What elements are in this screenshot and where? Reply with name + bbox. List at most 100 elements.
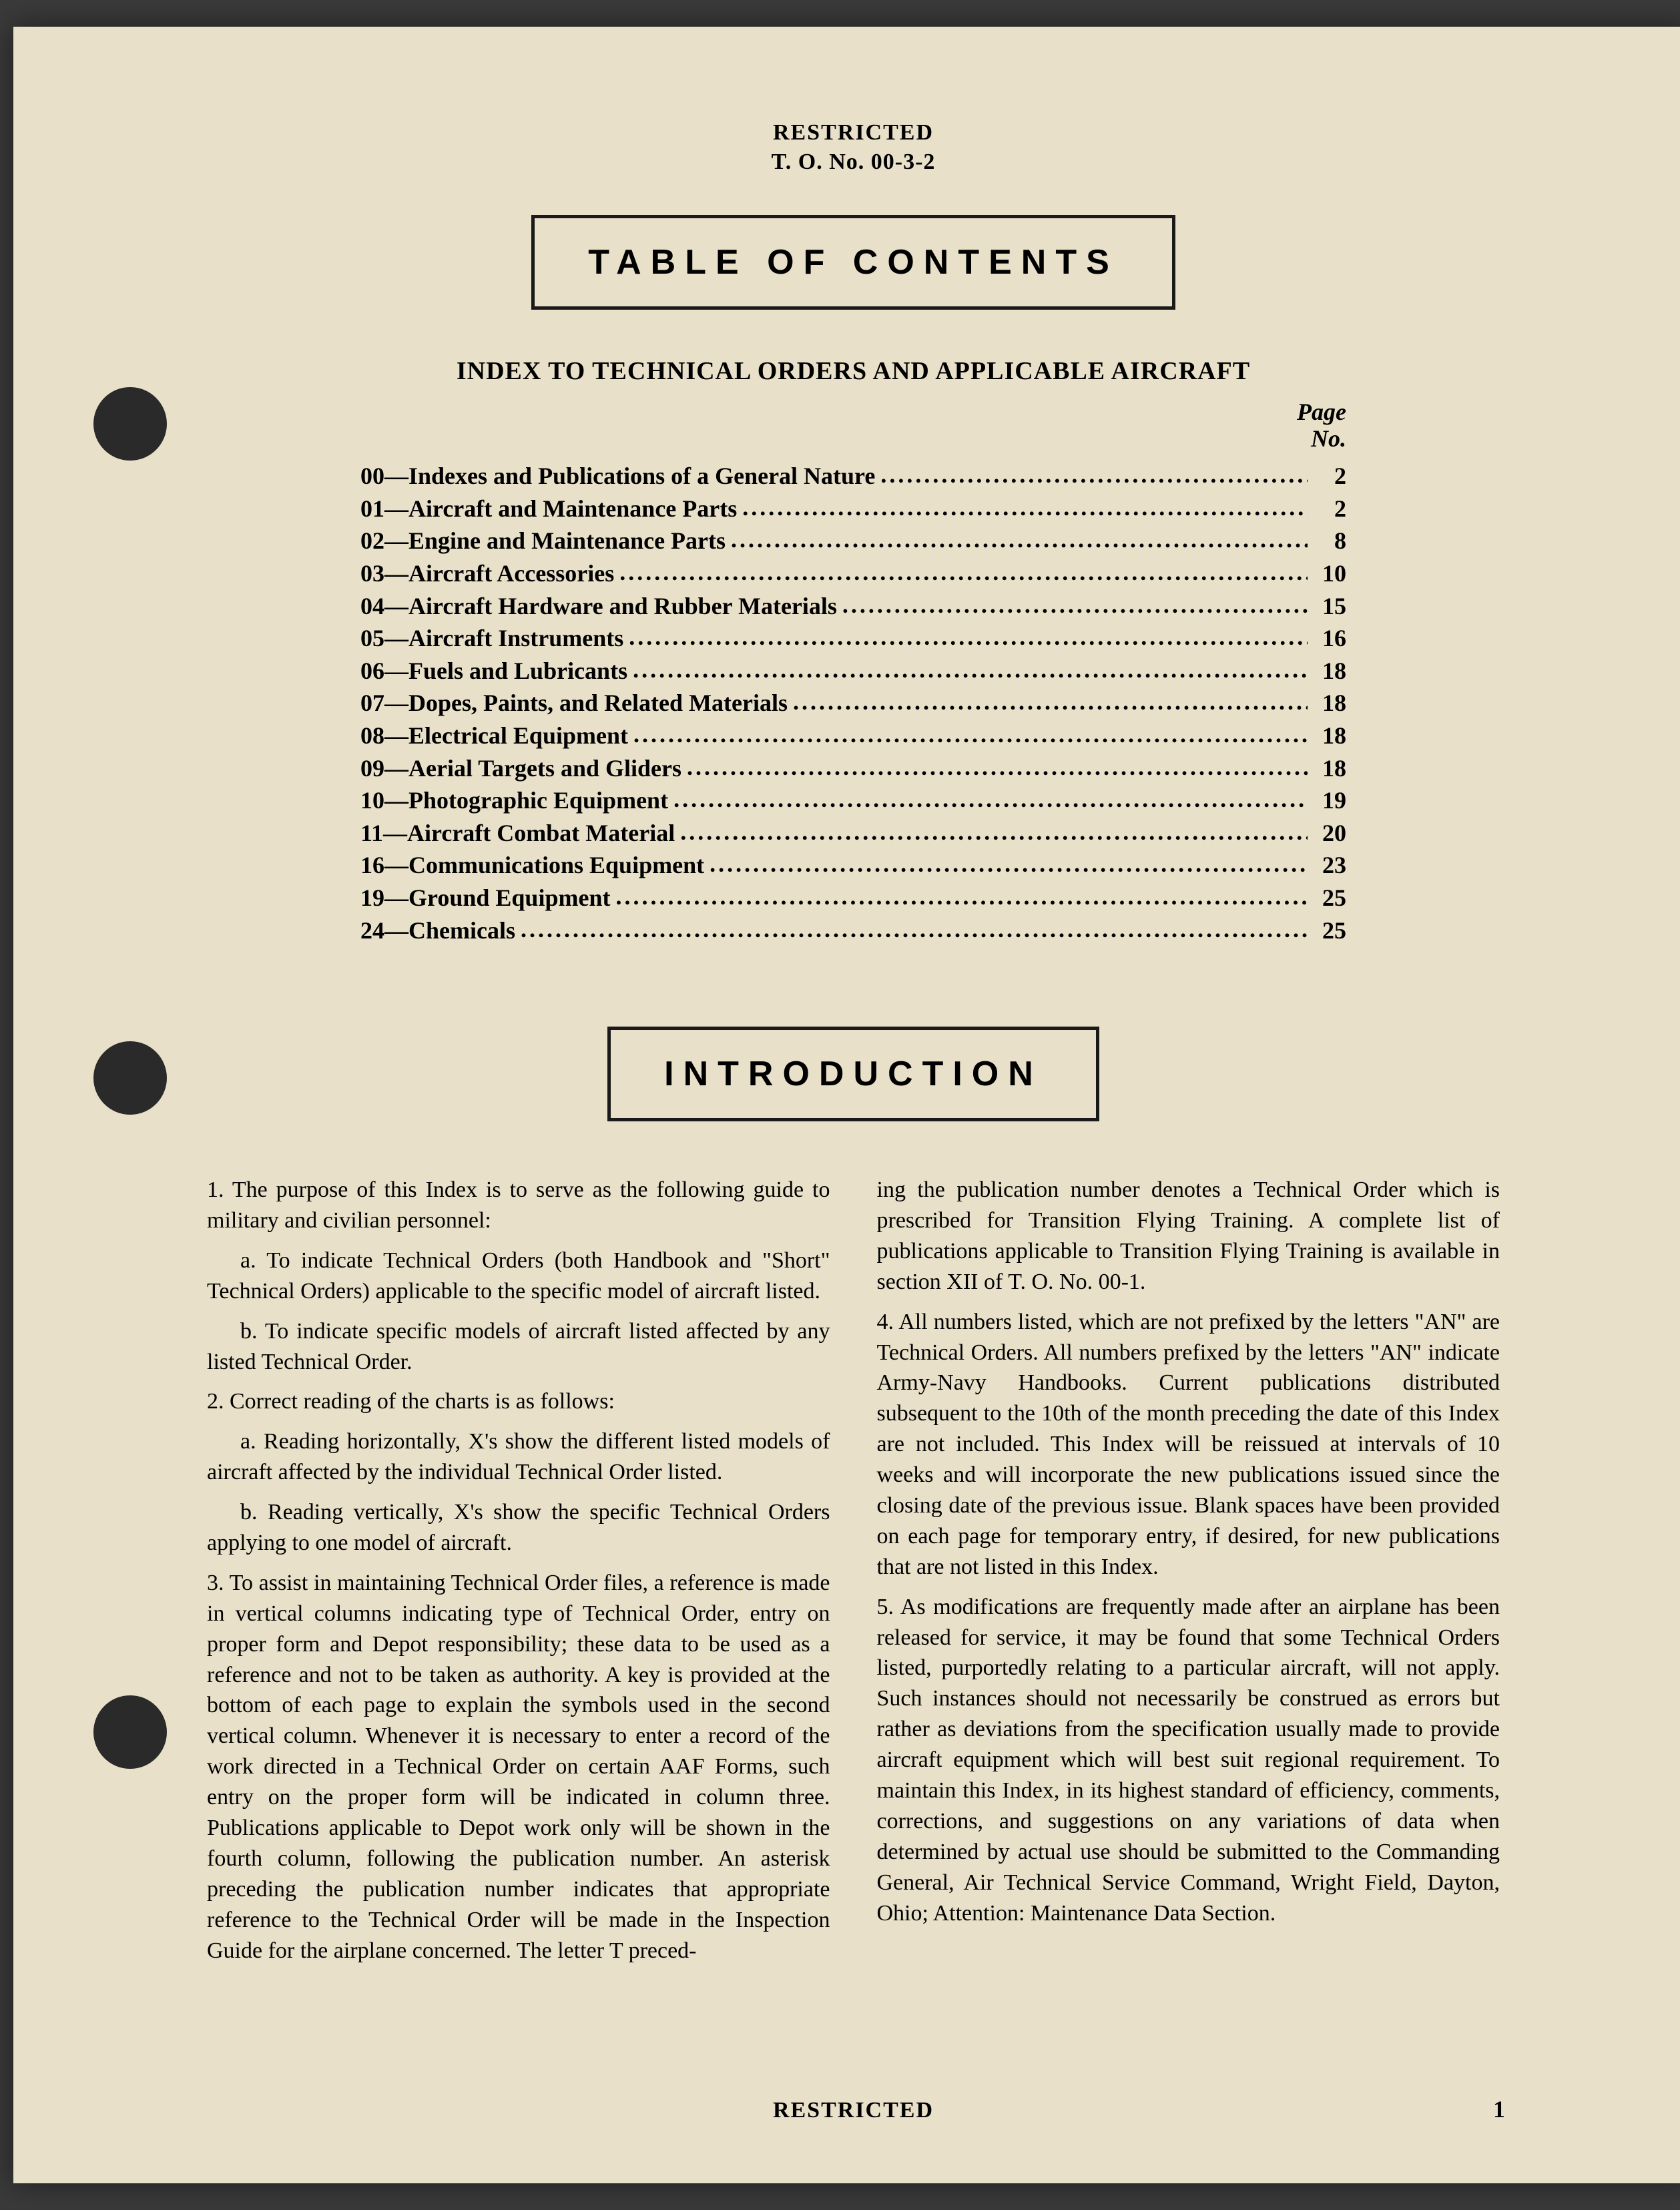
footer-classification: RESTRICTED [773,2098,934,2123]
toc-label: Aircraft Hardware and Rubber Materials [408,590,837,623]
toc-leader-dots [673,783,1308,816]
toc-code: 11— [360,817,407,850]
toc-page: 18 [1313,687,1346,720]
toc-page: 25 [1313,914,1346,947]
punch-hole [93,387,167,461]
toc-code: 06— [360,655,408,687]
toc-page-label-line1: Page [1297,398,1346,425]
toc-code: 03— [360,557,408,590]
toc-leader-dots [615,880,1308,913]
toc-leader-dots [619,556,1308,589]
toc-title: TABLE OF CONTENTS [588,242,1119,282]
document-page: RESTRICTED T. O. No. 00-3-2 TABLE OF CON… [13,27,1680,2183]
paragraph: 5. As modifications are frequently made … [877,1592,1500,1929]
header-classification: RESTRICTED [200,120,1506,146]
paragraph: a. To indicate Technical Orders (both Ha… [207,1246,830,1307]
paragraph: 1. The purpose of this Index is to serve… [207,1175,830,1236]
toc-row: 10—Photographic Equipment 19 [360,784,1346,817]
paragraph: 2. Correct reading of the charts is as f… [207,1386,830,1417]
header-to-number: T. O. No. 00-3-2 [200,150,1506,175]
toc-page: 10 [1313,557,1346,590]
intro-left-column: 1. The purpose of this Index is to serve… [207,1175,830,1975]
toc-page: 18 [1313,655,1346,687]
toc-leader-dots [680,816,1308,848]
toc-row: 19—Ground Equipment 25 [360,882,1346,914]
toc-row: 01—Aircraft and Maintenance Parts 2 [360,493,1346,525]
toc-label: Electrical Equipment [408,720,628,752]
toc-row: 02—Engine and Maintenance Parts 8 [360,525,1346,557]
intro-columns: 1. The purpose of this Index is to serve… [200,1175,1506,1975]
toc-label: Dopes, Paints, and Related Materials [408,687,788,720]
toc-code: 19— [360,882,408,914]
punch-hole [93,1041,167,1115]
toc-row: 16—Communications Equipment 23 [360,849,1346,882]
toc-page: 16 [1313,622,1346,655]
toc-leader-dots [793,685,1308,718]
toc-label: Engine and Maintenance Parts [408,525,726,557]
toc-title-box: TABLE OF CONTENTS [531,215,1175,310]
paragraph: a. Reading horizontally, X's show the di… [207,1426,830,1488]
toc-code: 09— [360,752,408,785]
toc-list: 00—Indexes and Publications of a General… [200,460,1506,946]
toc-row: 04—Aircraft Hardware and Rubber Material… [360,590,1346,623]
punch-hole [93,1695,167,1769]
toc-code: 02— [360,525,408,557]
toc-leader-dots [633,653,1308,686]
toc-code: 16— [360,849,408,882]
toc-code: 05— [360,622,408,655]
toc-label: Communications Equipment [408,849,704,882]
toc-label: Aircraft Accessories [408,557,614,590]
intro-title-box: INTRODUCTION [607,1027,1099,1121]
toc-row: 05—Aircraft Instruments 16 [360,622,1346,655]
toc-label: Aircraft and Maintenance Parts [408,493,737,525]
toc-page: 23 [1313,849,1346,882]
toc-leader-dots [842,589,1308,621]
toc-page: 8 [1313,525,1346,557]
toc-page: 15 [1313,590,1346,623]
toc-page: 18 [1313,752,1346,785]
toc-page: 2 [1313,493,1346,525]
toc-leader-dots [742,491,1308,524]
toc-page-label-line2: No. [1311,425,1346,452]
toc-row: 24—Chemicals 25 [360,914,1346,947]
toc-code: 08— [360,720,408,752]
paragraph: b. Reading vertically, X's show the spec… [207,1497,830,1559]
toc-row: 09—Aerial Targets and Gliders 18 [360,752,1346,785]
toc-label: Aircraft Instruments [408,622,623,655]
toc-label: Chemicals [408,914,515,947]
toc-row: 00—Indexes and Publications of a General… [360,460,1346,493]
toc-label: Indexes and Publications of a General Na… [408,460,875,493]
toc-code: 04— [360,590,408,623]
toc-page: 18 [1313,720,1346,752]
toc-code: 10— [360,784,408,817]
toc-page: 25 [1313,882,1346,914]
toc-leader-dots [687,751,1308,784]
toc-page: 2 [1313,460,1346,493]
toc-leader-dots [629,621,1308,653]
toc-code: 07— [360,687,408,720]
toc-code: 24— [360,914,408,947]
toc-label: Aerial Targets and Gliders [408,752,681,785]
intro-right-column: ing the publication number denotes a Tec… [877,1175,1500,1975]
toc-label: Fuels and Lubricants [408,655,627,687]
toc-label: Aircraft Combat Material [407,817,675,850]
footer: RESTRICTED 1 [200,2098,1506,2123]
toc-code: 00— [360,460,408,493]
paragraph: ing the publication number denotes a Tec… [877,1175,1500,1298]
toc-row: 06—Fuels and Lubricants 18 [360,655,1346,687]
toc-page: 20 [1313,817,1346,850]
toc-leader-dots [731,523,1308,556]
toc-row: 11—Aircraft Combat Material 20 [360,817,1346,850]
toc-leader-dots [633,718,1308,751]
footer-page-number: 1 [1493,2095,1506,2123]
intro-title: INTRODUCTION [664,1054,1043,1094]
toc-leader-dots [710,848,1308,880]
paragraph: b. To indicate specific models of aircra… [207,1316,830,1378]
toc-row: 07—Dopes, Paints, and Related Materials … [360,687,1346,720]
toc-heading: INDEX TO TECHNICAL ORDERS AND APPLICABLE… [200,356,1506,386]
toc-leader-dots [880,459,1308,491]
toc-row: 03—Aircraft Accessories 10 [360,557,1346,590]
toc-label: Ground Equipment [408,882,610,914]
toc-leader-dots [521,913,1308,946]
toc-page-label: Page No. [200,399,1506,452]
